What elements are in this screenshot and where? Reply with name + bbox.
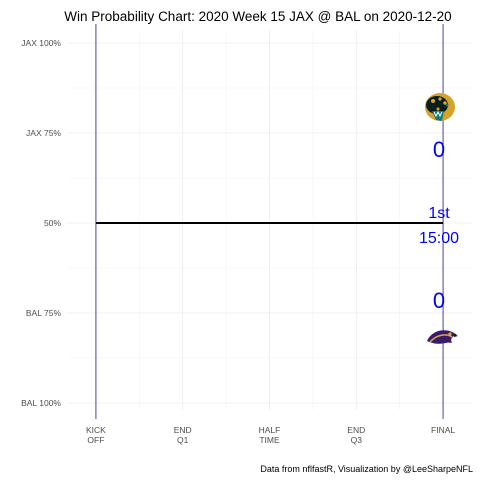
y-tick-label: 50% bbox=[44, 218, 61, 228]
raven-logo-icon bbox=[427, 330, 458, 344]
y-tick-label: JAX 100% bbox=[21, 38, 61, 48]
x-tick-label: FINAL bbox=[431, 425, 455, 435]
y-tick-label: BAL 75% bbox=[26, 308, 62, 318]
chart-caption: Data from nflfastR, Visualization by @Le… bbox=[260, 464, 473, 474]
game-clock: 15:00 bbox=[419, 230, 459, 247]
y-tick-label: JAX 75% bbox=[26, 128, 61, 138]
game-boundary-lines bbox=[95, 24, 444, 419]
x-tick-label: Q3 bbox=[351, 435, 363, 445]
y-axis-tick-labels: JAX 100% JAX 75% 50% BAL 75% BAL 100% bbox=[21, 38, 61, 408]
chart-title: Win Probability Chart: 2020 Week 15 JAX … bbox=[64, 9, 451, 24]
x-tick-label: END bbox=[347, 425, 365, 435]
quarter-label: 1st bbox=[428, 205, 450, 222]
x-tick-label: TIME bbox=[259, 435, 280, 445]
away-score: 0 bbox=[433, 137, 445, 162]
home-score: 0 bbox=[433, 288, 445, 313]
jaguar-logo-icon bbox=[425, 93, 455, 121]
x-tick-label: KICK bbox=[86, 425, 106, 435]
x-tick-label: Q1 bbox=[177, 435, 189, 445]
y-tick-label: BAL 100% bbox=[21, 398, 61, 408]
x-tick-label: HALF bbox=[259, 425, 281, 435]
x-tick-label: OFF bbox=[87, 435, 104, 445]
x-tick-label: END bbox=[174, 425, 192, 435]
major-gridlines bbox=[67, 30, 472, 410]
